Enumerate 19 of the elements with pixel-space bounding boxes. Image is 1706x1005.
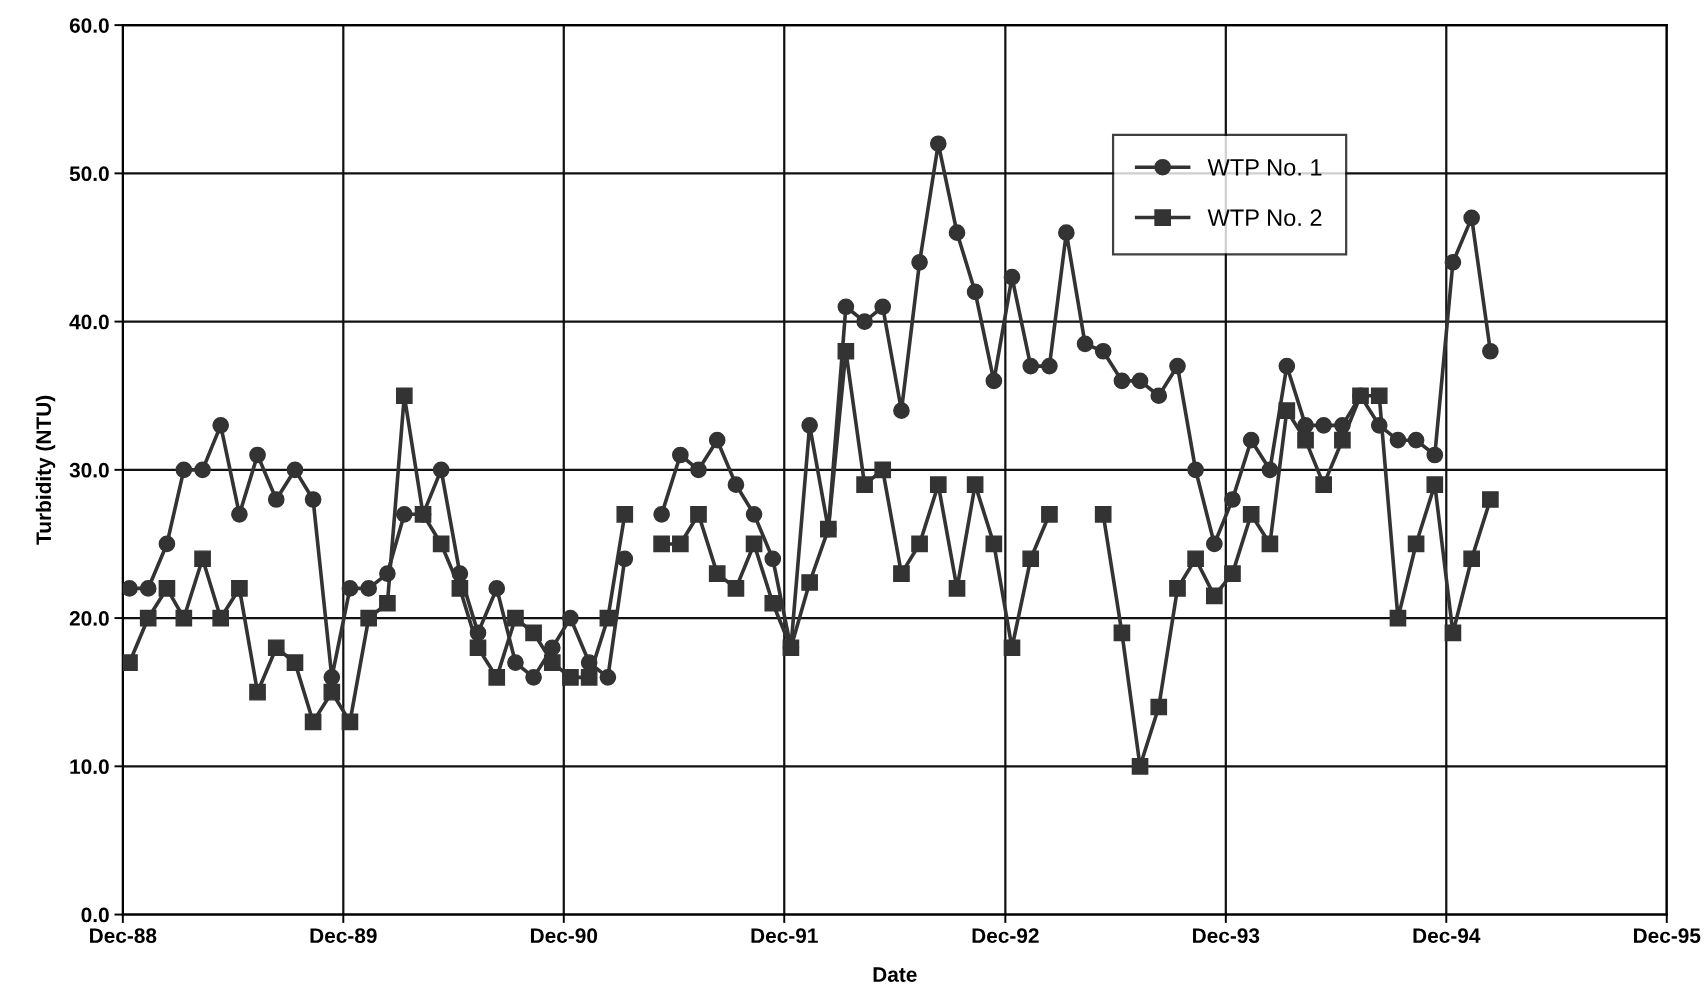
y-tick-label: 50.0 [69,166,109,182]
y-tick-label: 60.0 [69,18,109,33]
y-axis-title: Turbidity (NTU) [35,395,56,545]
y-tick-label: 20.0 [69,611,109,626]
x-tick-label: Dec-92 [972,928,1039,944]
x-tick-label: Dec-91 [751,928,818,944]
legend-label: WTP No. 1 [1207,159,1322,176]
x-axis-title: Date [873,967,917,982]
y-tick-label: 10.0 [70,759,109,775]
x-tick-label: Dec-90 [531,928,598,944]
legend-label: WTP No. 2 [1207,209,1322,227]
y-tick-label: 40.0 [69,314,109,330]
y-tick-label: 0.0 [81,907,109,923]
y-tick-label: 30.0 [69,462,109,478]
x-tick-label: Dec-89 [310,928,377,944]
x-tick-label: Dec-95 [1633,928,1701,944]
x-tick-label: Dec-93 [1193,928,1260,944]
x-tick-label: Dec-88 [90,928,157,944]
x-tick-label: Dec-94 [1413,928,1481,944]
